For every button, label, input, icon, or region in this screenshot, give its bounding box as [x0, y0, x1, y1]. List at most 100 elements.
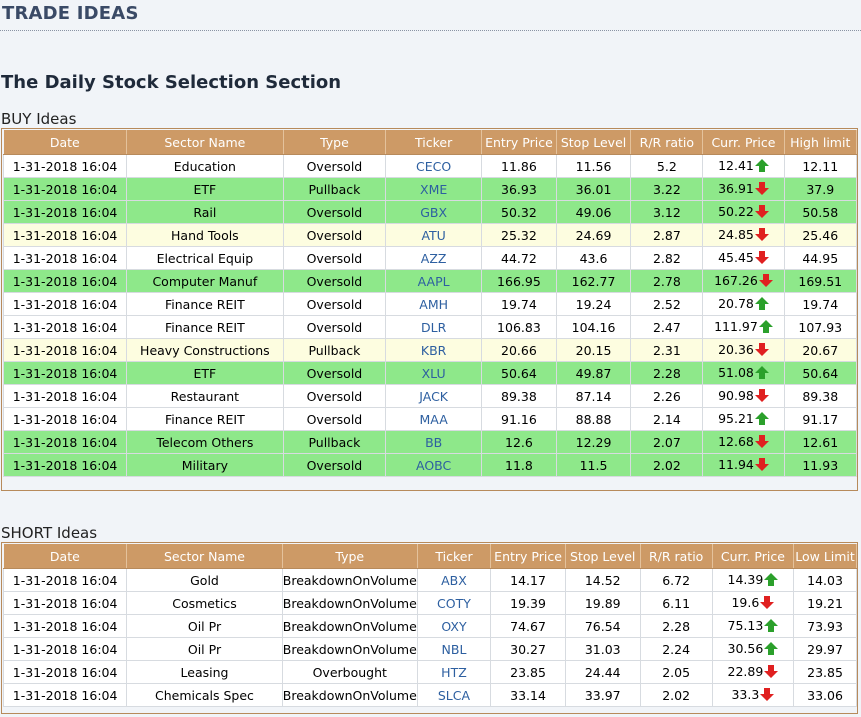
- date-text: 1-31-2018 16:04: [12, 319, 118, 335]
- rr-ratio-text: 2.28: [652, 365, 681, 381]
- rr-ratio-cell: 2.47: [630, 315, 704, 339]
- ticker-cell[interactable]: KBR: [385, 338, 483, 362]
- short-col-rr-ratio[interactable]: R/R ratio: [640, 544, 713, 569]
- buy-col-sector[interactable]: Sector Name: [126, 130, 284, 155]
- entry-price-cell: 25.32: [481, 223, 557, 247]
- sector-cell: Finance REIT: [126, 407, 284, 431]
- short-col-sector[interactable]: Sector Name: [126, 544, 283, 569]
- short-col-date[interactable]: Date: [3, 544, 128, 569]
- short-col-entry-price[interactable]: Entry Price: [490, 544, 566, 569]
- rr-ratio-cell: 3.12: [630, 200, 704, 224]
- buy-table-row[interactable]: 1-31-2018 16:04 Finance REIT Oversold MAA 91…: [2, 407, 858, 431]
- limit-cell: 73.93: [793, 614, 857, 638]
- date-cell: 1-31-2018 16:04: [2, 292, 128, 316]
- buy-table-row[interactable]: 1-31-2018 16:04 Electrical Equip Oversold A…: [2, 246, 858, 270]
- buy-table-row[interactable]: 1-31-2018 16:04 ETF Oversold XLU 50.64 49.87 2…: [2, 361, 858, 385]
- ticker-cell[interactable]: ABX: [416, 568, 492, 592]
- buy-col-entry-price[interactable]: Entry Price: [481, 130, 557, 155]
- buy-col-rr-ratio[interactable]: R/R ratio: [630, 130, 704, 155]
- date-text: 1-31-2018 16:04: [12, 158, 118, 174]
- buy-table-row[interactable]: 1-31-2018 16:04 Computer Manuf Oversold AAP…: [2, 269, 858, 293]
- buy-col-limit[interactable]: High limit: [784, 130, 858, 155]
- arrow-down-icon: [764, 664, 779, 681]
- date-cell: 1-31-2018 16:04: [2, 246, 128, 270]
- ticker-cell[interactable]: AZZ: [385, 246, 483, 270]
- short-col-stop-level[interactable]: Stop Level: [565, 544, 641, 569]
- rr-ratio-cell: 2.31: [630, 338, 704, 362]
- date-text: 1-31-2018 16:04: [12, 572, 118, 588]
- ticker-cell[interactable]: SLCA: [416, 683, 492, 707]
- sector-text: Gold: [190, 572, 219, 588]
- short-table-row[interactable]: 1-31-2018 16:04 Oil Pr BreakdownOnVolume OX…: [2, 614, 857, 638]
- ticker-cell[interactable]: AMH: [385, 292, 483, 316]
- ticker-text: JACK: [419, 388, 448, 404]
- short-table-row[interactable]: 1-31-2018 16:04 Chemicals Spec BreakdownOn…: [2, 683, 857, 707]
- buy-table-row[interactable]: 1-31-2018 16:04 Finance REIT Oversold AMH 19…: [2, 292, 858, 316]
- short-table-row[interactable]: 1-31-2018 16:04 Leasing Overbought HTZ 23.85…: [2, 660, 857, 684]
- sector-cell: ETF: [126, 361, 284, 385]
- rr-ratio-cell: 2.78: [630, 269, 704, 293]
- buy-table-row[interactable]: 1-31-2018 16:04 Finance REIT Oversold DLR 10…: [2, 315, 858, 339]
- buy-table-row[interactable]: 1-31-2018 16:04 Telecom Others Pullback BB 1…: [2, 430, 858, 454]
- ticker-cell[interactable]: CECO: [385, 154, 483, 178]
- limit-text: 12.11: [802, 158, 839, 174]
- short-col-type[interactable]: Type: [282, 544, 418, 569]
- date-cell: 1-31-2018 16:04: [2, 683, 128, 707]
- ticker-cell[interactable]: MAA: [385, 407, 483, 431]
- short-col-limit[interactable]: Low Limit: [793, 544, 857, 569]
- section-title: The Daily Stock Selection Section: [1, 72, 342, 93]
- ticker-cell[interactable]: JACK: [385, 384, 483, 408]
- buy-col-current-price[interactable]: Curr. Price: [702, 130, 785, 155]
- entry-price-text: 89.38: [501, 388, 537, 404]
- ticker-cell[interactable]: ATU: [385, 223, 483, 247]
- ticker-cell[interactable]: OXY: [416, 614, 492, 638]
- stop-level-text: 49.06: [575, 204, 612, 220]
- ticker-cell[interactable]: NBL: [416, 637, 492, 661]
- buy-ideas-label: BUY Ideas: [1, 110, 77, 128]
- short-table-row[interactable]: 1-31-2018 16:04 Oil Pr BreakdownOnVolume NB…: [2, 637, 857, 661]
- buy-table-row[interactable]: 1-31-2018 16:04 ETF Pullback XME 36.93 36.01 3…: [2, 177, 858, 201]
- ticker-cell[interactable]: AAPL: [385, 269, 483, 293]
- type-text: Overbought: [312, 664, 387, 680]
- buy-table-row[interactable]: 1-31-2018 16:04 Rail Oversold GBX 50.32 49.06…: [2, 200, 858, 224]
- rr-ratio-cell: 2.07: [630, 430, 704, 454]
- buy-table-row[interactable]: 1-31-2018 16:04 Restaurant Oversold JACK 89.…: [2, 384, 858, 408]
- ticker-cell[interactable]: BB: [385, 430, 483, 454]
- sector-text: Finance REIT: [165, 296, 245, 312]
- date-text: 1-31-2018 16:04: [12, 595, 118, 611]
- buy-col-type[interactable]: Type: [283, 130, 387, 155]
- buy-table-row[interactable]: 1-31-2018 16:04 Military Oversold AOBC 11.8 1…: [2, 453, 858, 477]
- limit-text: 50.58: [802, 204, 839, 220]
- date-text: 1-31-2018 16:04: [12, 227, 118, 243]
- buy-table-row[interactable]: 1-31-2018 16:04 Hand Tools Oversold ATU 25.3…: [2, 223, 858, 247]
- buy-table-row[interactable]: 1-31-2018 16:04 Heavy Constructions Pullba…: [2, 338, 858, 362]
- short-col-current-price[interactable]: Curr. Price: [712, 544, 795, 569]
- buy-col-date[interactable]: Date: [3, 130, 128, 155]
- ticker-cell[interactable]: XLU: [385, 361, 483, 385]
- buy-col-stop-level[interactable]: Stop Level: [556, 130, 632, 155]
- current-price-cell: 24.85: [702, 223, 785, 247]
- limit-text: 169.51: [798, 273, 843, 289]
- sector-text: Finance REIT: [165, 319, 245, 335]
- buy-col-ticker[interactable]: Ticker: [385, 130, 483, 155]
- ticker-cell[interactable]: COTY: [416, 591, 492, 615]
- limit-text: 29.97: [807, 641, 843, 657]
- ticker-cell[interactable]: AOBC: [385, 453, 483, 477]
- entry-price-text: 166.95: [497, 273, 541, 289]
- current-price-text: 20.36: [718, 341, 754, 357]
- limit-text: 25.46: [802, 227, 839, 243]
- short-table-row[interactable]: 1-31-2018 16:04 Gold BreakdownOnVolume ABX 1…: [2, 568, 857, 592]
- ticker-cell[interactable]: XME: [385, 177, 483, 201]
- current-price-cell: 36.91: [702, 177, 785, 201]
- short-col-ticker[interactable]: Ticker: [417, 544, 492, 569]
- sector-cell: Electrical Equip: [126, 246, 284, 270]
- type-text: BreakdownOnVolume: [282, 687, 417, 703]
- type-text: BreakdownOnVolume: [282, 618, 417, 634]
- short-table-row[interactable]: 1-31-2018 16:04 Cosmetics BreakdownOnVolum…: [2, 591, 857, 615]
- ticker-cell[interactable]: DLR: [385, 315, 483, 339]
- current-price-cell: 45.45: [702, 246, 785, 270]
- ticker-cell[interactable]: HTZ: [416, 660, 492, 684]
- buy-table-row[interactable]: 1-31-2018 16:04 Education Oversold CECO 11.8…: [2, 154, 858, 178]
- ticker-cell[interactable]: GBX: [385, 200, 483, 224]
- entry-price-text: 106.83: [497, 319, 541, 335]
